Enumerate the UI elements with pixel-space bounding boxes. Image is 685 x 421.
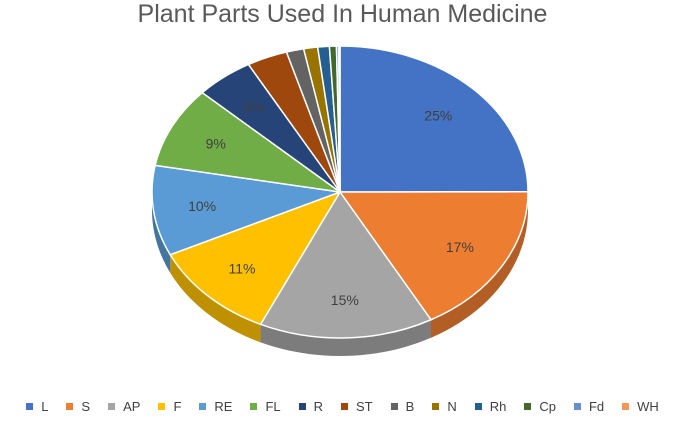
legend-label: R — [313, 399, 324, 414]
legend-item-cp: Cp — [524, 399, 556, 414]
legend-label: N — [447, 399, 457, 414]
pie-slice-l — [339, 45, 529, 193]
legend-label: B — [405, 399, 415, 414]
pie-side-f — [170, 254, 261, 343]
legend-swatch — [432, 403, 440, 410]
legend-item-fl: FL — [250, 399, 281, 414]
pie-side-ap — [260, 319, 431, 356]
data-label-ap: 15% — [331, 292, 359, 308]
legend-label: Rh — [489, 399, 507, 414]
legend-item-fd: Fd — [573, 399, 605, 414]
legend-item-rh: Rh — [474, 399, 507, 414]
pie-side-re — [152, 192, 171, 273]
pie-side-s — [431, 192, 528, 338]
legend-swatch — [108, 403, 116, 410]
data-label-re: 10% — [188, 198, 216, 214]
legend-label: Fd — [588, 399, 605, 414]
legend-swatch — [158, 403, 166, 410]
legend-item-st: ST — [341, 399, 373, 414]
legend-swatch — [341, 403, 349, 410]
pie-depth — [152, 192, 528, 356]
legend-swatch — [524, 403, 532, 410]
legend-swatch — [66, 403, 74, 410]
pie-slice-s — [338, 191, 529, 321]
legend-label: FL — [265, 399, 281, 414]
legend-label: S — [81, 399, 91, 414]
data-label-r: 5% — [244, 99, 264, 115]
pie-slice-ap — [259, 190, 433, 339]
legend-swatch — [622, 403, 630, 410]
legend: L S AP F RE FL R ST B N Rh Cp Fd WH — [0, 399, 685, 414]
legend-label: Cp — [539, 399, 556, 414]
legend-label: RE — [214, 399, 233, 414]
legend-label: L — [41, 399, 49, 414]
legend-swatch — [573, 403, 581, 410]
chart-title: Plant Parts Used In Human Medicine — [137, 0, 548, 28]
pie-slice-wh — [338, 45, 341, 193]
legend-item-l: L — [26, 399, 48, 414]
data-label-f: 11% — [229, 261, 256, 277]
legend-swatch — [199, 403, 207, 410]
data-label-fl: 9% — [206, 136, 226, 152]
legend-label: AP — [123, 399, 141, 414]
legend-item-s: S — [66, 399, 90, 414]
pie-labels: 25% 17% 15% 11% 10% 9% 5% — [188, 99, 474, 308]
legend-item-n: N — [432, 399, 457, 414]
legend-swatch — [298, 403, 306, 410]
legend-item-b: B — [390, 399, 415, 414]
legend-label: F — [173, 399, 182, 414]
legend-label: ST — [356, 399, 373, 414]
legend-swatch — [250, 403, 258, 410]
data-label-l: 25% — [424, 108, 452, 124]
legend-item-wh: WH — [622, 399, 659, 414]
legend-swatch — [26, 403, 34, 410]
pie-slice-re — [151, 164, 341, 256]
legend-swatch — [390, 403, 398, 410]
legend-label: WH — [637, 399, 659, 414]
data-label-s: 17% — [446, 239, 474, 255]
pie-top — [151, 45, 529, 339]
legend-swatch — [474, 403, 482, 410]
legend-item-r: R — [298, 399, 324, 414]
pie-slice-f — [169, 190, 342, 326]
legend-item-re: RE — [199, 399, 232, 414]
legend-item-f: F — [158, 399, 181, 414]
pie-slice-fl — [154, 91, 341, 193]
legend-item-ap: AP — [108, 399, 140, 414]
